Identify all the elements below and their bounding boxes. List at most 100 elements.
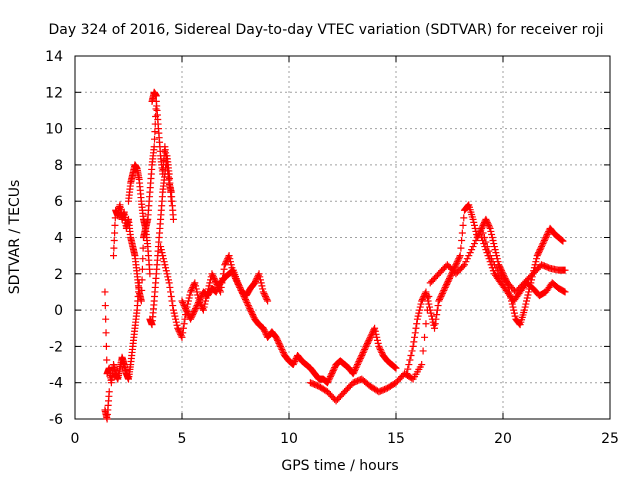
data-point [436,294,444,302]
data-point [479,237,487,245]
data-point [226,255,234,263]
data-point [229,267,237,275]
data-point [192,305,200,313]
data-point [500,273,508,281]
data-point [412,324,420,332]
data-point [146,270,154,278]
data-point [543,232,551,240]
data-point [209,271,217,279]
data-point [174,326,182,334]
data-point [235,282,243,290]
data-point [523,297,531,305]
data-point [485,223,493,231]
data-point [458,237,466,245]
data-point [415,309,423,317]
data-point [200,303,208,311]
data-point [278,345,286,353]
data-point [179,329,187,337]
data-point [179,324,187,332]
data-point [446,274,453,282]
data-point [534,250,542,258]
data-point [491,246,499,254]
data-point [209,273,217,281]
data-point [194,299,202,307]
data-point [248,309,256,317]
data-point [446,273,454,281]
data-point [424,297,432,305]
data-point [485,221,493,229]
data-point [224,253,232,261]
data-point [489,267,497,275]
data-point [500,271,508,279]
data-point [422,320,430,328]
data-point [261,292,269,300]
data-point [496,264,504,272]
data-point [257,279,265,287]
data-point [441,283,449,291]
data-point [418,297,426,305]
data-point [536,246,544,254]
data-point [159,255,167,263]
data-point [326,374,334,382]
data-point [489,237,497,245]
data-point [214,285,222,293]
data-point [187,315,195,323]
data-point [351,365,359,373]
data-point [417,300,425,308]
data-point [454,256,462,264]
data-point [172,318,180,326]
data-point [373,333,381,341]
data-point [477,226,485,234]
data-point [459,221,467,229]
data-point [210,274,218,282]
data-point [182,305,190,313]
data-point [193,288,201,296]
data-point [434,302,442,310]
data-point [180,302,188,310]
data-point [279,348,287,356]
data-point [448,268,456,276]
data-point [557,236,565,244]
data-point [445,276,453,284]
data-point [251,279,259,287]
data-point [431,320,439,328]
data-point [195,297,203,305]
data-point [375,342,383,350]
data-point [431,324,439,332]
data-point [497,265,505,273]
data-point [535,249,543,257]
data-point [201,300,209,308]
data-point [183,308,191,316]
data-point [326,373,334,381]
data-point [105,388,113,396]
data-point [480,240,488,248]
y-tick-label: 2 [54,267,63,283]
data-point [139,244,147,252]
data-point [152,105,160,113]
data-point [410,338,418,346]
data-point [179,300,187,308]
data-point [560,287,568,295]
data-point [350,368,358,376]
x-tick-label: 5 [178,431,187,447]
data-point [191,306,199,314]
data-point [254,271,262,279]
data-point [197,292,205,300]
data-point [528,273,536,281]
data-point [416,303,424,311]
data-point [362,342,370,350]
data-point [444,277,452,285]
data-point [492,249,500,257]
data-point [426,306,434,314]
data-point [503,277,511,285]
data-point [484,220,492,228]
data-point [561,266,569,274]
data-point [246,305,254,313]
data-point [151,135,159,143]
data-point [167,288,175,296]
data-point [460,214,468,222]
data-point [490,243,498,251]
data-point [227,258,235,266]
data-point [487,261,495,269]
data-point [260,326,268,334]
